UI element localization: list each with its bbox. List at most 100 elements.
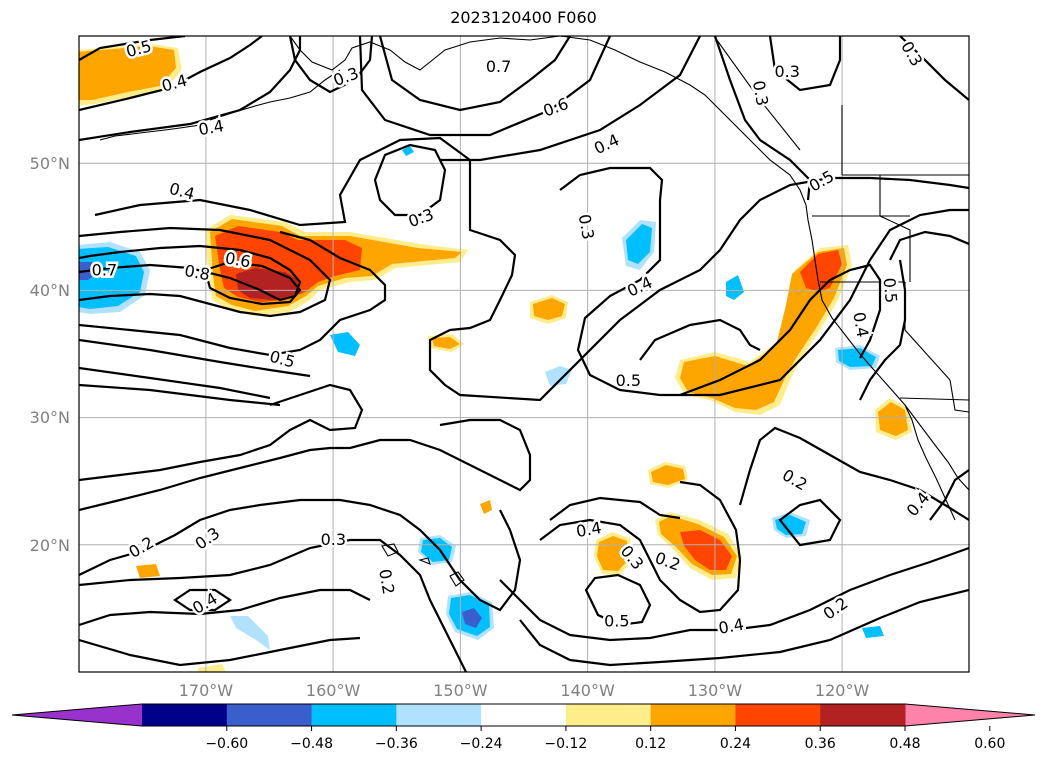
contour-03-s xyxy=(79,538,467,672)
colorbar-extend-low xyxy=(12,704,142,726)
contour-05-ca3 xyxy=(859,259,907,401)
contour-ne-03 xyxy=(899,36,969,101)
shade-blob-o2 xyxy=(775,515,806,535)
colorbar-tick-label: 0.48 xyxy=(889,736,920,752)
lon-labels: 170°W 160°W 150°W 140°W 130°W 120°W xyxy=(179,681,870,700)
shade-band-darkred xyxy=(236,268,298,300)
contour-04-ca xyxy=(889,230,969,261)
shade-blob-c2 xyxy=(533,298,565,320)
shade-west-blue xyxy=(79,247,144,309)
lon-label-130: 130°W xyxy=(688,681,743,700)
contour-03-c xyxy=(549,496,681,521)
lon-label-150: 150°W xyxy=(433,681,488,700)
lat-label-40: 40°N xyxy=(30,281,70,300)
contour-ak-03 xyxy=(288,36,374,94)
colorbar-tick-label: 0.36 xyxy=(805,736,836,752)
colorbar-extend-high xyxy=(905,704,1035,726)
shade-blob-h2 xyxy=(878,402,908,436)
contour-band-05d xyxy=(79,383,281,407)
contour-label: 0.3 xyxy=(321,530,346,549)
lon-label-120: 120°W xyxy=(815,681,870,700)
contour-lines xyxy=(79,36,969,672)
contour-03-sw xyxy=(79,418,532,512)
shade-blob-t xyxy=(198,664,226,672)
colorbar-segment xyxy=(565,704,652,726)
shaded-anomalies xyxy=(79,44,912,672)
shade-blob-a xyxy=(330,332,360,356)
colorbar-segment xyxy=(226,704,313,726)
contour-02-e xyxy=(738,426,969,521)
shade-blob-p xyxy=(136,564,160,578)
shade-blob-s xyxy=(480,500,492,514)
coast-hawaii-1 xyxy=(381,543,399,557)
shade-blob-f xyxy=(545,366,572,386)
border-az xyxy=(949,379,969,413)
colorbar-segment xyxy=(735,704,821,726)
contour-04-sw xyxy=(79,383,364,482)
border-alaska xyxy=(713,36,801,151)
contour-label: 0.7 xyxy=(92,261,117,280)
contour-mid-04 xyxy=(94,136,969,402)
lon-label-170: 170°W xyxy=(179,681,234,700)
shade-blob-n3 xyxy=(462,608,482,628)
contour-gulf-03 xyxy=(713,36,812,201)
contour-nw-04 xyxy=(79,36,263,112)
contour-05-ca2 xyxy=(639,318,761,361)
contour-label: 0.3 xyxy=(774,62,799,81)
contour-band-06 xyxy=(79,226,332,318)
contour-label: 0.5 xyxy=(880,277,901,304)
shade-blob-e xyxy=(726,275,744,300)
contour-03-mid xyxy=(559,166,969,397)
colorbar-tick-label: −0.60 xyxy=(205,736,248,752)
border-mex xyxy=(899,397,969,401)
coast-aleutians-west xyxy=(99,124,201,141)
colorbar-tick-label: 0.60 xyxy=(974,736,1005,752)
colorbar: −0.60 −0.48 −0.36 −0.24 −0.12 0.12 0.24 0.36 0.4… xyxy=(11,703,1036,752)
contour-02-s3 xyxy=(79,636,361,667)
shade-nw-orange xyxy=(79,46,176,100)
contour-04-c xyxy=(539,480,742,614)
contour-band-05c xyxy=(79,366,271,400)
contour-label: 0.4 xyxy=(575,518,603,541)
colorbar-tick-label: 0.12 xyxy=(635,736,666,752)
shade-blob-g xyxy=(402,146,414,156)
lon-label-160: 160°W xyxy=(306,681,361,700)
shade-blob-k3 xyxy=(680,530,732,570)
contour-04-e xyxy=(929,469,969,521)
lat-label-20: 20°N xyxy=(30,536,70,555)
contour-ak-04 xyxy=(440,36,701,162)
colorbar-tick-label: −0.36 xyxy=(375,736,418,752)
lon-label-140: 140°W xyxy=(560,681,615,700)
colorbar-outline xyxy=(11,703,1036,727)
border-id xyxy=(879,175,911,282)
contour-02-c xyxy=(519,588,969,667)
contour-label: 0.7 xyxy=(486,57,511,76)
contour-band-08 xyxy=(203,260,302,306)
lat-labels: 50°N 40°N 30°N 20°N xyxy=(30,154,70,555)
contour-nw-05 xyxy=(79,36,186,61)
contour-band-05 xyxy=(79,230,387,357)
shade-blob-b2 xyxy=(432,337,460,349)
contour-label: 0.6 xyxy=(224,248,252,271)
shade-blob-r xyxy=(862,626,884,638)
colorbar-segment xyxy=(481,704,567,726)
coast-hawaii-2 xyxy=(418,557,431,565)
colorbar-tick-label: −0.12 xyxy=(544,736,587,752)
map-frame xyxy=(78,35,970,673)
colorbar-segment xyxy=(650,704,736,726)
contour-05-ca xyxy=(679,263,882,397)
shade-cal-orange xyxy=(680,248,847,410)
contour-05-c xyxy=(584,573,652,627)
contour-gulf-03b xyxy=(768,36,842,92)
colorbar-segment xyxy=(311,704,397,726)
coast-gulf-alaska xyxy=(559,36,807,206)
contour-label: 0.5 xyxy=(604,612,629,631)
contour-02-s2 xyxy=(79,588,371,627)
coast-us-west xyxy=(805,204,969,491)
contour-ak-06 xyxy=(358,36,612,137)
colorbar-segment xyxy=(396,704,482,726)
contour-mid-03 xyxy=(373,143,447,217)
contour-04-s xyxy=(173,588,232,612)
contour-04-c2 xyxy=(499,546,969,642)
